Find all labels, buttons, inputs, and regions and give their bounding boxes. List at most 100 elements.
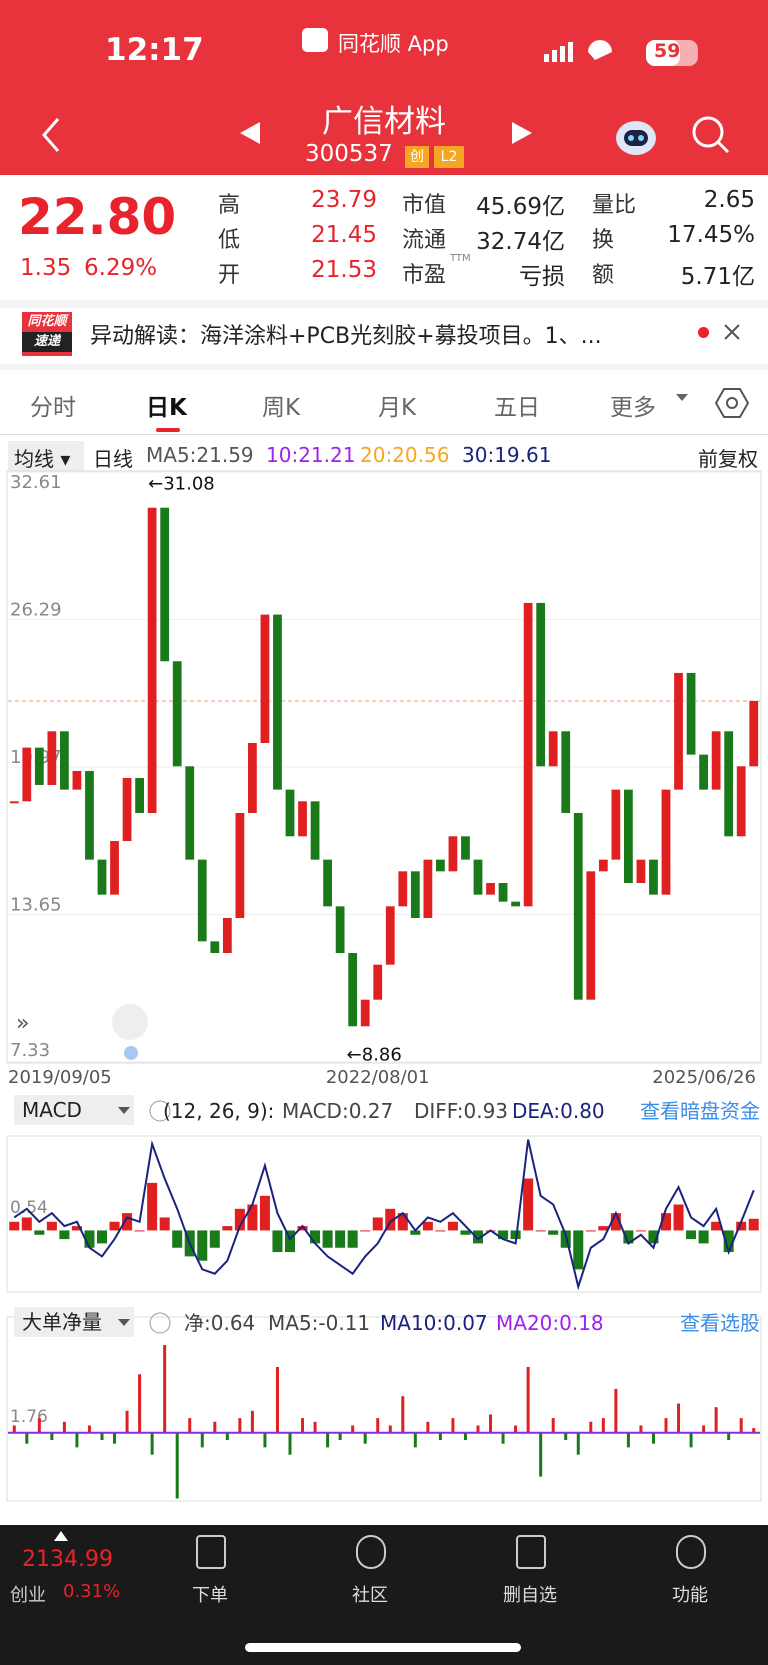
divider — [0, 434, 768, 435]
dot — [124, 1046, 138, 1060]
net-bar — [213, 1421, 217, 1433]
net-bar — [401, 1396, 405, 1433]
indicator-value: DIFF:0.93 — [414, 1099, 508, 1123]
ma20: 20:20.56 — [360, 443, 450, 467]
macd-bar — [585, 1230, 596, 1232]
field-value: 2.65 — [703, 187, 755, 213]
max-annotation: ←31.08 — [148, 474, 215, 495]
settings-button[interactable] — [714, 386, 750, 420]
macd-bar — [134, 1230, 145, 1232]
macd-bar — [422, 1221, 433, 1231]
tab[interactable]: 分时 — [30, 395, 76, 421]
net-bar — [702, 1425, 706, 1433]
net-bar — [626, 1432, 630, 1448]
adjust[interactable]: 前复权 — [698, 447, 758, 471]
macd-bar — [723, 1230, 734, 1253]
candle — [699, 754, 708, 790]
net-bar — [426, 1421, 430, 1433]
macd-bar — [435, 1230, 446, 1232]
candle — [573, 812, 583, 1000]
link[interactable]: 查看选股 — [680, 1311, 760, 1335]
charts: 32.6126.2919.9713.657.33←31.08←8.862019/… — [6, 470, 762, 1502]
app-icon — [302, 28, 328, 52]
tab[interactable]: 日K — [146, 395, 187, 421]
candle — [323, 859, 332, 907]
net-bar — [25, 1432, 29, 1444]
tab[interactable]: 月K — [378, 395, 417, 421]
net-bar — [12, 1425, 16, 1433]
macd-bar — [222, 1226, 233, 1231]
tab[interactable]: 周K — [262, 395, 301, 421]
macd-bar — [209, 1230, 220, 1248]
tab[interactable]: 更多 — [610, 395, 656, 421]
candle — [160, 507, 170, 662]
bottom-item[interactable]: 社区 — [352, 1585, 388, 1606]
candle — [724, 731, 734, 837]
field-value: 32.74亿 — [476, 229, 565, 255]
status-icons — [544, 40, 698, 66]
bottom-item[interactable]: 功能 — [672, 1585, 708, 1606]
macd-bar — [21, 1217, 32, 1231]
net-bar — [150, 1432, 154, 1455]
candle — [373, 964, 383, 1000]
tab[interactable]: 五日 — [494, 395, 540, 421]
divider — [0, 300, 768, 308]
selector-text: MACD — [22, 1098, 82, 1122]
indicator-selector[interactable] — [14, 1095, 134, 1125]
robot-button[interactable] — [612, 112, 660, 160]
ma-selector[interactable]: 均线 ▾ — [8, 441, 84, 471]
indicator-selector[interactable] — [14, 1307, 134, 1337]
back-button[interactable] — [36, 115, 66, 155]
net-bar — [413, 1432, 417, 1448]
net-bar — [727, 1432, 731, 1441]
net-bar — [689, 1432, 693, 1448]
candle — [310, 801, 320, 860]
candle — [498, 882, 508, 902]
net-bar — [326, 1432, 330, 1448]
search-button[interactable] — [690, 114, 732, 156]
divider — [0, 364, 768, 370]
macd-bar — [635, 1230, 646, 1232]
bottom-item[interactable]: 下单 — [192, 1585, 228, 1606]
candle — [511, 901, 520, 907]
macd-bar — [310, 1230, 321, 1244]
candle — [34, 747, 44, 785]
pane-frame — [6, 1316, 762, 1502]
news-text[interactable]: 异动解读：海洋涂料+PCB光刻胶+募投项目。1、... — [90, 324, 602, 349]
field-label: 换 — [592, 228, 615, 253]
macd-bar — [109, 1221, 120, 1231]
index-value: 2134.99 — [22, 1547, 113, 1572]
field-label: 流通 — [402, 228, 447, 253]
next-stock[interactable] — [510, 120, 534, 146]
candle — [598, 859, 608, 872]
close-button[interactable] — [722, 322, 742, 342]
candle — [185, 766, 195, 860]
net-bar — [100, 1432, 104, 1441]
y-tick-label: 0.54 — [10, 1198, 48, 1218]
net-bar — [501, 1432, 505, 1444]
selector-text: 大单净量 — [22, 1310, 102, 1334]
candle — [586, 871, 596, 1000]
diff-line — [13, 1139, 755, 1291]
net-bar — [739, 1418, 743, 1433]
candle — [436, 859, 445, 872]
net-bar — [351, 1425, 355, 1433]
candle — [461, 836, 470, 860]
macd-bar — [610, 1213, 621, 1231]
candle — [636, 859, 646, 883]
header: 12:17 同花顺 App 59 广信材料 300537 创 L2 — [0, 0, 768, 175]
candle — [135, 777, 144, 813]
macd-bar — [335, 1230, 346, 1248]
prev-stock[interactable] — [238, 120, 262, 146]
zoom-icon: » — [16, 1011, 29, 1036]
ma30: 30:19.61 — [462, 443, 552, 467]
candle — [197, 859, 207, 942]
candle — [72, 770, 82, 790]
field-value: 21.45 — [311, 222, 377, 248]
tab-icon — [676, 1535, 706, 1569]
y-tick-label: 1.76 — [10, 1407, 48, 1427]
net-bar — [62, 1421, 66, 1433]
bottom-item[interactable]: 删自选 — [503, 1585, 557, 1606]
macd-bar — [96, 1230, 108, 1244]
link[interactable]: 查看暗盘资金 — [640, 1099, 760, 1123]
